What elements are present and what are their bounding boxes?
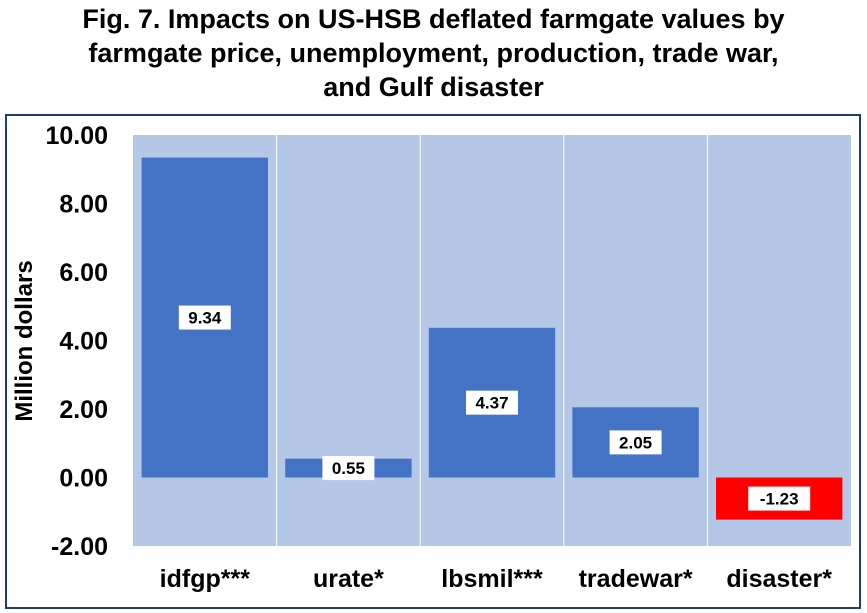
- value-label-box-4: [748, 486, 811, 511]
- value-label-box-3: [609, 430, 662, 455]
- value-label-box-0: [178, 305, 231, 330]
- x-category-label: lbsmil***: [441, 565, 543, 593]
- x-category-label: disaster*: [726, 565, 832, 593]
- value-label-3: 2.05: [619, 433, 652, 452]
- value-label-box-1: [322, 456, 375, 481]
- y-tick-label: 8.00: [59, 191, 108, 219]
- y-axis-ticks: 10.00 8.00 6.00 4.00 2.00 0.00 -2.00: [45, 122, 108, 561]
- x-axis-categories: idfgp*** urate* lbsmil*** tradewar* disaster…: [160, 565, 833, 593]
- value-label-2: 4.37: [475, 394, 508, 413]
- y-tick-label: -2.00: [51, 533, 108, 561]
- y-tick-label: 4.00: [59, 328, 108, 356]
- chart-title: Fig. 7. Impacts on US-HSB deflated farmg…: [0, 2, 867, 104]
- x-category-label: urate*: [313, 565, 384, 593]
- x-category-label: tradewar*: [579, 565, 693, 593]
- value-label-box-2: [466, 390, 518, 415]
- chart-title-line-1: Fig. 7. Impacts on US-HSB deflated farmg…: [82, 4, 785, 34]
- value-label-0: 9.34: [188, 309, 222, 328]
- y-tick-label: 10.00: [45, 122, 108, 150]
- x-category-label: idfgp***: [160, 565, 251, 593]
- chart-title-line-2: farmgate price, unemployment, production…: [88, 38, 779, 68]
- category-separators: [276, 135, 708, 546]
- value-label-4: -1.23: [760, 490, 799, 509]
- y-tick-label: 6.00: [59, 259, 108, 287]
- y-tick-label: 0.00: [59, 465, 108, 493]
- y-tick-label: 2.00: [59, 396, 108, 424]
- value-label-1: 0.55: [332, 459, 365, 478]
- y-axis-label: Million dollars: [11, 260, 38, 421]
- bars: 9.34 0.55 4.37 2.05 -1.23: [141, 157, 843, 520]
- chart-title-line-3: and Gulf disaster: [323, 72, 544, 102]
